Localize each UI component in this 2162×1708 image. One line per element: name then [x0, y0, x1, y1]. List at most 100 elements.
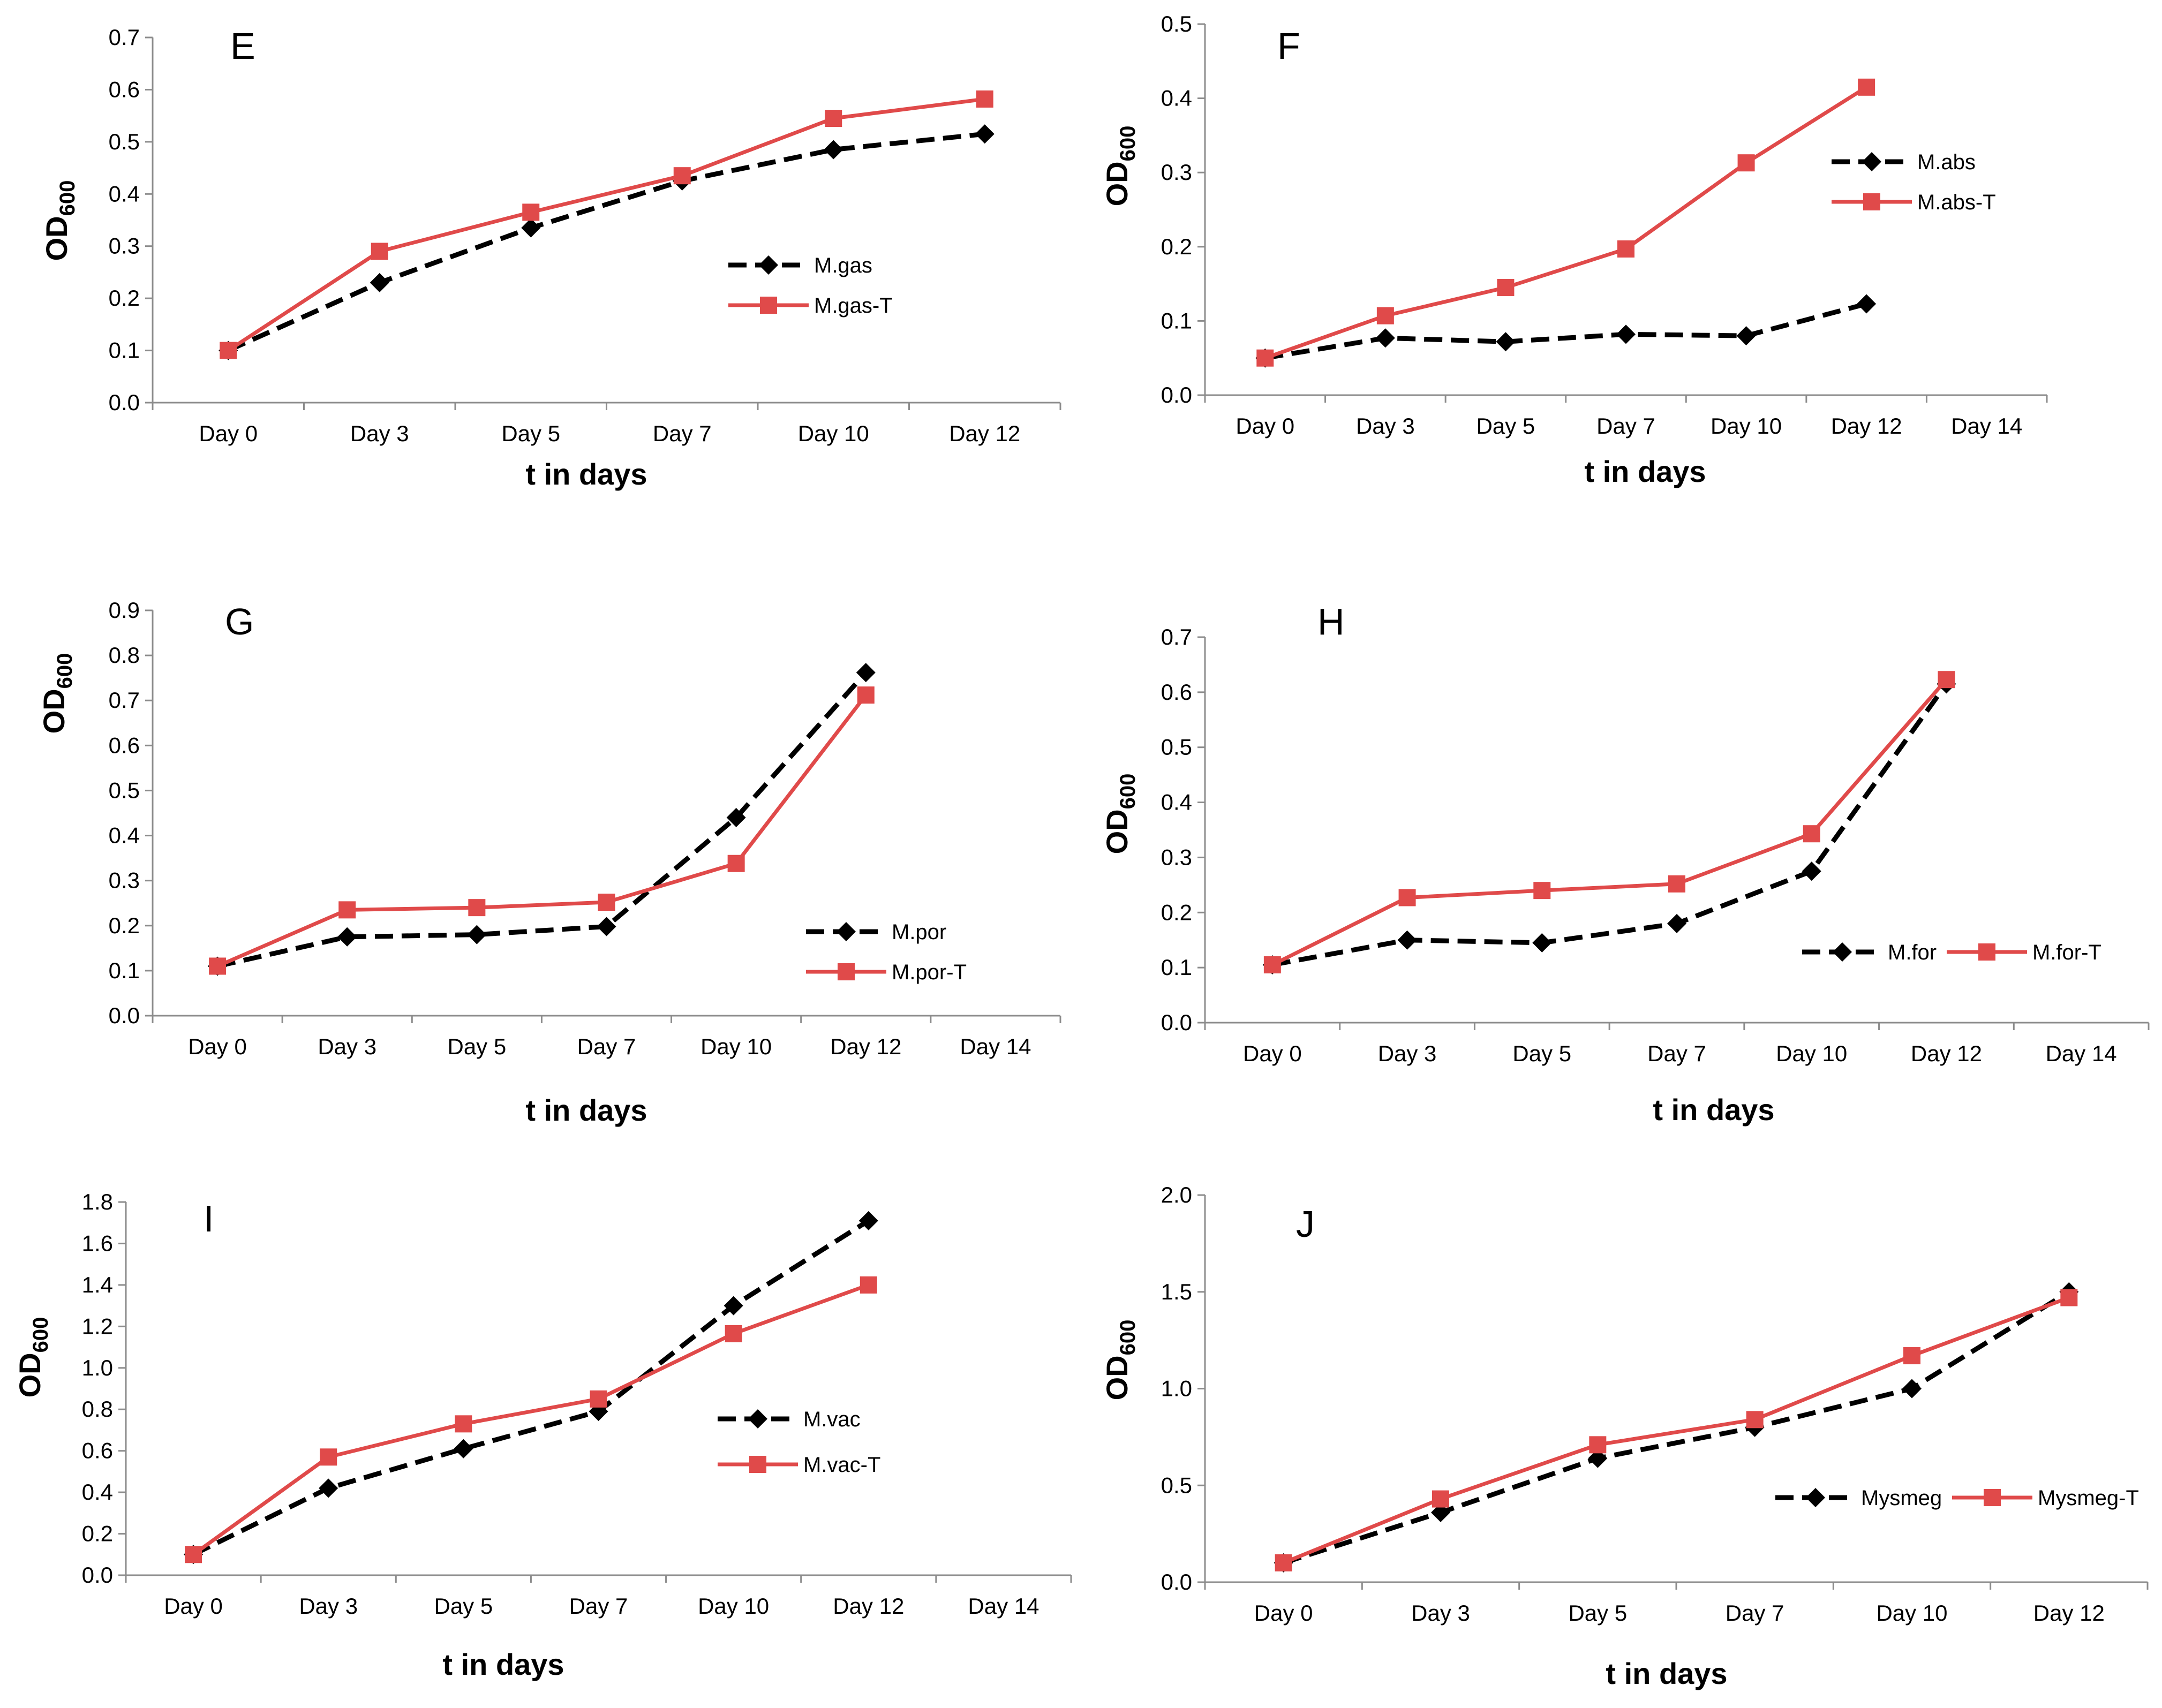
y-tick-label: 0.8 [82, 1396, 113, 1422]
y-axis-title-main: OD [13, 1352, 47, 1397]
x-tick-label: Day 3 [1378, 1041, 1437, 1066]
y-tick-label: 0.7 [109, 687, 140, 713]
x-tick-label: Day 7 [1596, 413, 1655, 439]
series-line-control [1272, 682, 1949, 968]
data-point [1802, 861, 1821, 881]
legend-label: Mysmeg-T [2038, 1486, 2139, 1510]
data-point [220, 342, 237, 359]
x-axis-title: t in days [1653, 1093, 1774, 1127]
data-point [1375, 328, 1395, 348]
data-point [1857, 294, 1877, 314]
panel-letter: G [225, 601, 254, 643]
y-tick-label: 0.4 [109, 181, 140, 206]
x-tick-label: Day 10 [698, 1593, 769, 1619]
data-point [1589, 1436, 1607, 1454]
y-tick-label: 0.1 [1161, 955, 1192, 980]
panel-h: 0.0 0.1 0.2 0.3 0.4 0.5 0.6 0.7 Day 0 Day 3 Day 5 D… [1100, 601, 2150, 1127]
data-point [2060, 1289, 2078, 1306]
legend-marker [1833, 942, 1852, 962]
series-line-control [1264, 301, 1867, 361]
legend: M.por M.por-T [806, 920, 967, 984]
data-point [1397, 930, 1417, 950]
y-tick-label: 1.5 [1161, 1279, 1192, 1304]
y-tick-label: 0.5 [1161, 735, 1192, 760]
legend-marker [1806, 1488, 1825, 1507]
y-tick-label: 1.2 [82, 1313, 113, 1339]
legend-label: M.por-T [892, 961, 967, 984]
data-point [1376, 307, 1394, 324]
series-line-control [1283, 1289, 2070, 1566]
y-tick-label: 0.2 [82, 1521, 113, 1546]
x-tick-label: Day 3 [299, 1593, 358, 1619]
y-tick-label: 0.8 [109, 643, 140, 668]
data-point [825, 110, 842, 127]
y-tick-label: 1.4 [82, 1272, 113, 1297]
data-point [1668, 875, 1685, 893]
panel-g: 0.0 0.1 0.2 0.3 0.4 0.5 0.6 0.7 0.8 0.9 Day 0 Day 3… [37, 598, 1061, 1127]
y-tick-label: 1.0 [82, 1355, 113, 1380]
data-point [371, 243, 388, 260]
y-tick-label: 0.9 [109, 598, 140, 623]
data-point [1532, 933, 1552, 953]
y-tick-label: 1.0 [1161, 1376, 1192, 1401]
legend: M.abs M.abs-T [1832, 150, 1996, 214]
y-tick-label: 0.0 [109, 1003, 140, 1028]
x-axis-title: t in days [525, 1093, 647, 1127]
data-point [1533, 882, 1551, 900]
y-axis-title: OD600 [37, 653, 77, 734]
legend-label: M.gas-T [814, 294, 893, 318]
x-tick-label: Day 14 [2046, 1041, 2117, 1066]
y-tick-label: 0.7 [1161, 624, 1192, 649]
data-point [1903, 1347, 1920, 1365]
series-line-control [217, 671, 868, 969]
x-tick-label: Day 12 [833, 1593, 904, 1619]
x-tick-label: Day 0 [1236, 413, 1294, 439]
panel-letter: E [230, 25, 255, 67]
data-point [726, 807, 746, 827]
y-axis-title-main: OD [1100, 161, 1134, 206]
y-tick-label: 0.1 [1161, 308, 1192, 333]
panel-e: 0.0 0.1 0.2 0.3 0.4 0.5 0.6 0.7 Day 0 Day 3 Day 5 D… [40, 25, 1061, 491]
data-point [1616, 324, 1636, 344]
x-tick-label: Day 3 [1411, 1600, 1470, 1626]
data-point [338, 901, 356, 919]
y-axis-title: OD600 [1100, 774, 1140, 855]
legend-marker [1978, 943, 1995, 961]
x-tick-label: Day 5 [1512, 1041, 1571, 1066]
y-tick-label: 0.2 [1161, 900, 1192, 925]
legend-label: M.vac-T [803, 1453, 880, 1477]
y-tick-label: 0.0 [82, 1562, 113, 1588]
y-tick-label: 0.6 [109, 732, 140, 758]
panel-letter: J [1296, 1203, 1315, 1245]
y-tick-label: 0.3 [109, 233, 140, 259]
x-tick-label: Day 3 [1356, 413, 1415, 439]
y-tick-label: 0.4 [109, 823, 140, 848]
data-point [1938, 671, 1955, 689]
y-tick-label: 0.5 [1161, 1472, 1192, 1498]
y-tick-label: 0.6 [82, 1438, 113, 1463]
x-tick-label: Day 7 [577, 1034, 636, 1059]
series-line-control [192, 1219, 870, 1557]
y-tick-label: 0.0 [1161, 382, 1192, 407]
legend-marker [837, 922, 856, 941]
data-point [824, 140, 843, 160]
data-point [1667, 913, 1686, 933]
series-line-treated [227, 97, 985, 352]
x-tick-label: Day 14 [968, 1593, 1039, 1619]
x-tick-label: Day 0 [1243, 1041, 1302, 1066]
y-axis-title-subscript: 600 [1116, 774, 1140, 810]
x-tick-label: Day 5 [1477, 413, 1535, 439]
data-point [858, 1211, 878, 1230]
x-tick-label: Day 10 [1711, 413, 1782, 439]
legend-marker [759, 255, 778, 275]
legend: M.gas M.gas-T [728, 254, 893, 318]
data-point [1263, 956, 1281, 973]
x-tick-label: Day 5 [434, 1593, 493, 1619]
data-point [319, 1478, 338, 1498]
x-tick-label: Day 5 [447, 1034, 506, 1059]
series-line-treated [216, 693, 868, 968]
y-tick-label: 0.3 [1161, 844, 1192, 870]
y-axis-title-subscript: 600 [53, 653, 77, 689]
x-tick-label: Day 12 [2033, 1600, 2105, 1626]
x-tick-label: Day 10 [1876, 1600, 1947, 1626]
